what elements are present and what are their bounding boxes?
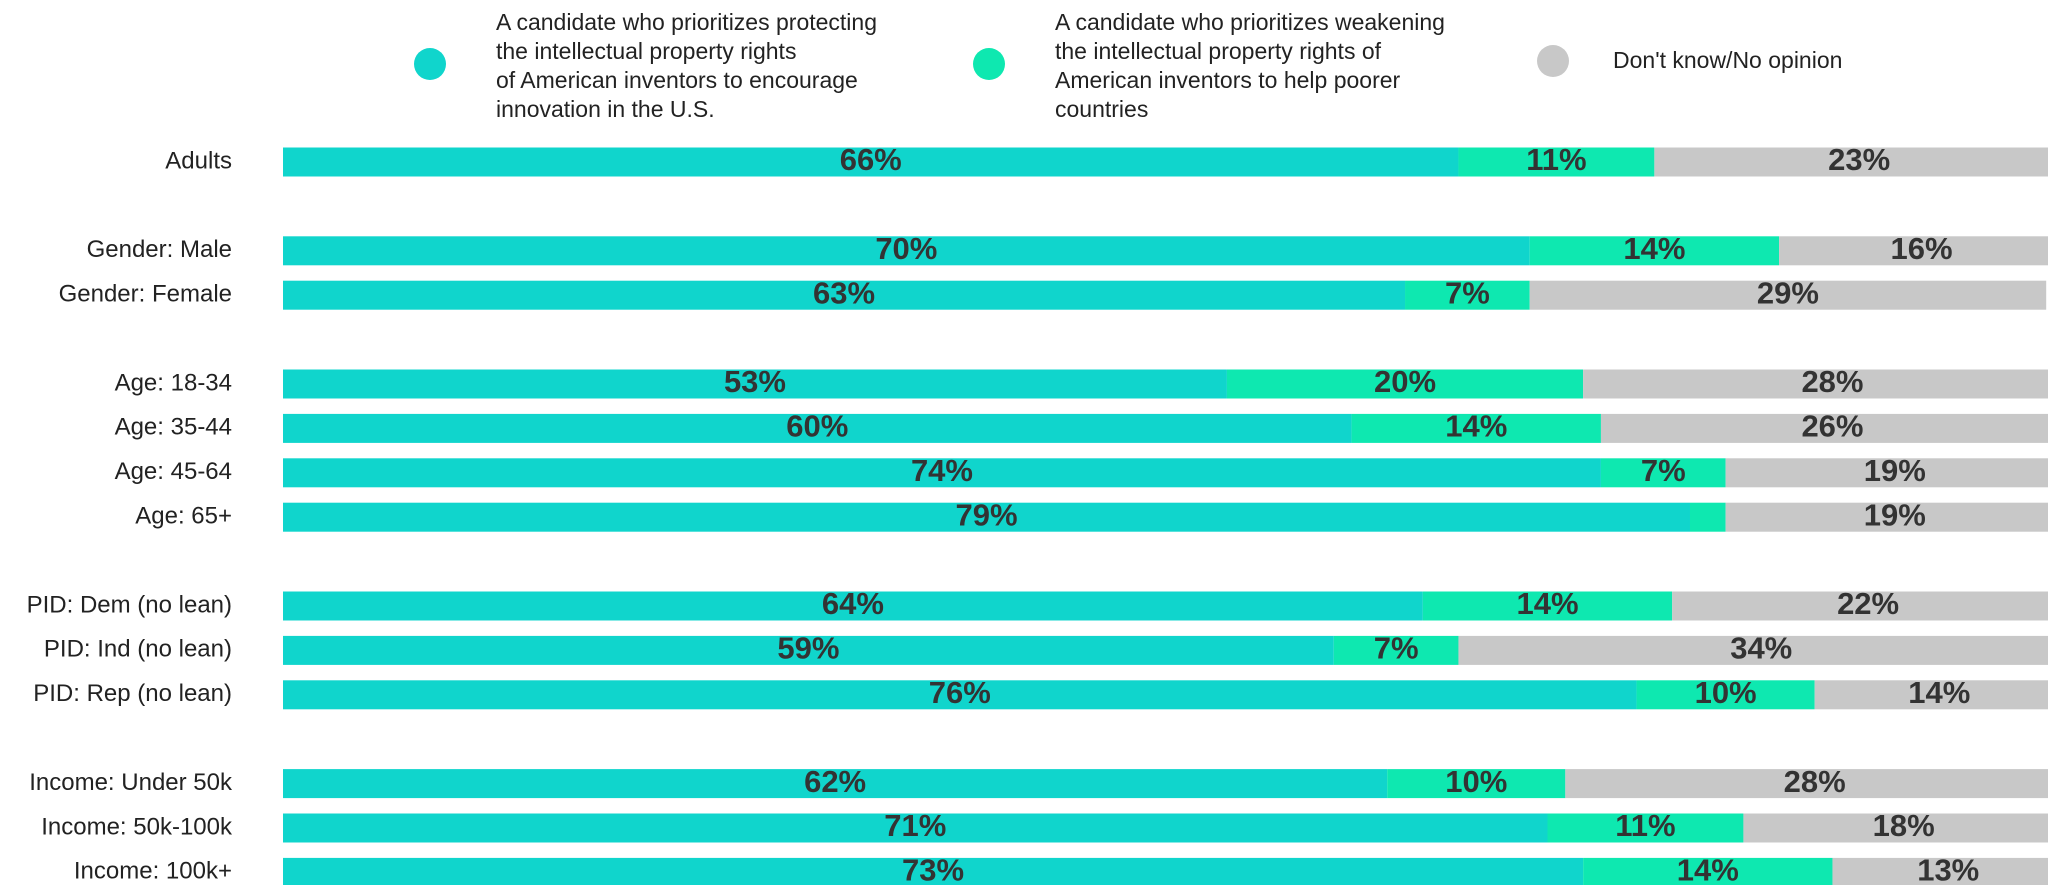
bar-segment: [1743, 813, 2048, 843]
bar-segment: [1351, 413, 1601, 443]
legend-label: Don't know/No opinion: [1613, 47, 1843, 73]
bar-segment: [283, 236, 1530, 266]
bar-segment: [1547, 813, 1744, 843]
bar-segment: [283, 502, 1690, 532]
legend-swatch: [1537, 45, 1569, 77]
bar-segment: [1565, 769, 2048, 799]
value-label: 14%: [1516, 586, 1578, 621]
bar-segment: [1600, 458, 1726, 488]
category-label: Gender: Female: [59, 281, 232, 308]
value-label: 53%: [724, 364, 786, 399]
category-label: PID: Rep (no lean): [33, 680, 232, 707]
bar-segment: [283, 813, 1548, 843]
value-label: 14%: [1623, 231, 1685, 266]
bar-segment: [283, 413, 1352, 443]
legend-swatch: [414, 48, 446, 80]
value-label: 13%: [1917, 853, 1979, 885]
value-label: 10%: [1695, 675, 1757, 710]
bar-segment: [1387, 769, 1566, 799]
value-label: 16%: [1890, 231, 1952, 266]
value-label: 22%: [1837, 586, 1899, 621]
bar-segment: [1725, 458, 2048, 488]
bar-segment: [1779, 236, 2048, 266]
category-label: Age: 65+: [135, 503, 232, 530]
bar-segment: [1422, 591, 1673, 621]
bar-segment: [1333, 635, 1459, 665]
value-label: 62%: [804, 764, 866, 799]
legend-label: A candidate who prioritizes protecting t…: [496, 9, 877, 122]
bar-segment: [283, 635, 1334, 665]
value-label: 23%: [1828, 142, 1890, 177]
category-label: Income: 100k+: [74, 858, 232, 885]
category-label: PID: Dem (no lean): [27, 591, 232, 618]
value-label: 63%: [813, 275, 875, 310]
value-label: 66%: [840, 142, 902, 177]
value-label: 7%: [1445, 275, 1490, 310]
bar-segment: [1600, 413, 2048, 443]
value-label: 14%: [1677, 853, 1739, 885]
bar-segment: [283, 280, 1406, 310]
value-label: 14%: [1445, 409, 1507, 444]
value-label: 14%: [1908, 675, 1970, 710]
value-label: 28%: [1784, 764, 1846, 799]
value-label: 59%: [777, 631, 839, 666]
bar-segment: [1226, 369, 1584, 399]
bar-segment: [1405, 280, 1530, 310]
bar-segment: [1832, 857, 2048, 885]
value-label: 26%: [1801, 409, 1863, 444]
bar-segment: [1529, 280, 2047, 310]
value-label: 64%: [822, 586, 884, 621]
value-label: 73%: [902, 853, 964, 885]
bar-segment: [1725, 502, 2048, 532]
value-label: 18%: [1873, 808, 1935, 843]
bar-segment: [1458, 635, 2048, 665]
value-label: 71%: [884, 808, 946, 843]
value-label: 34%: [1730, 631, 1792, 666]
value-label: 10%: [1445, 764, 1507, 799]
bar-segment: [283, 369, 1227, 399]
bar-segment: [1583, 857, 1833, 885]
bar-segment: [283, 857, 1584, 885]
value-label: 11%: [1526, 142, 1586, 177]
bar-segment: [283, 458, 1601, 488]
bar-segment: [1672, 591, 2048, 621]
category-label: Age: 45-64: [115, 458, 232, 485]
value-label: 20%: [1374, 364, 1436, 399]
value-label: 11%: [1615, 808, 1675, 843]
value-label: 7%: [1374, 631, 1419, 666]
value-label: 28%: [1801, 364, 1863, 399]
category-label: Adults: [165, 147, 232, 174]
category-label: Income: Under 50k: [29, 769, 233, 796]
bar-segment: [1636, 680, 1815, 710]
bar-segment: [283, 680, 1637, 710]
legend-swatch: [973, 48, 1005, 80]
bar-segment: [1689, 502, 1726, 532]
category-label: PID: Ind (no lean): [44, 636, 232, 663]
value-label: 76%: [929, 675, 991, 710]
bar-segment: [283, 591, 1423, 621]
bar-segment: [1654, 147, 2048, 177]
value-label: 7%: [1641, 453, 1686, 488]
value-label: 29%: [1757, 275, 1819, 310]
bar-segment: [283, 769, 1388, 799]
value-label: 70%: [875, 231, 937, 266]
bar-segment: [1814, 680, 2048, 710]
category-label: Gender: Male: [87, 236, 232, 263]
value-label: 60%: [786, 409, 848, 444]
value-label: 19%: [1864, 453, 1926, 488]
value-label: 79%: [955, 497, 1017, 532]
bar-segment: [1583, 369, 2048, 399]
value-label: 19%: [1864, 497, 1926, 532]
legend-label: A candidate who prioritizes weakening th…: [1055, 9, 1445, 122]
bar-segment: [1458, 147, 1655, 177]
category-label: Income: 50k-100k: [41, 813, 233, 840]
category-label: Age: 35-44: [115, 414, 232, 441]
bar-segment: [1529, 236, 1780, 266]
bar-segment: [283, 147, 1459, 177]
category-label: Age: 18-34: [115, 369, 232, 396]
value-label: 74%: [911, 453, 973, 488]
